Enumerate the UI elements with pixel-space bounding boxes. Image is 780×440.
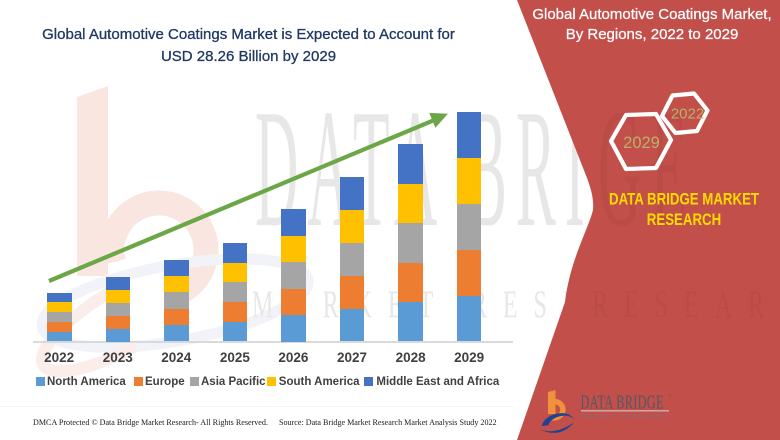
svg-text:RESEARCH: RESEARCH [592, 283, 780, 327]
svg-text:RESEARCH: RESEARCH [647, 211, 721, 230]
svg-text:2022: 2022 [671, 106, 704, 123]
svg-text:2029: 2029 [623, 134, 660, 152]
svg-text:DATA BRIDGE: DATA BRIDGE [581, 391, 664, 414]
svg-text:MARKET RESEARCH: MARKET RESEARCH [582, 414, 668, 420]
svg-text:DATA BRIDGE MARKET: DATA BRIDGE MARKET [609, 190, 760, 209]
